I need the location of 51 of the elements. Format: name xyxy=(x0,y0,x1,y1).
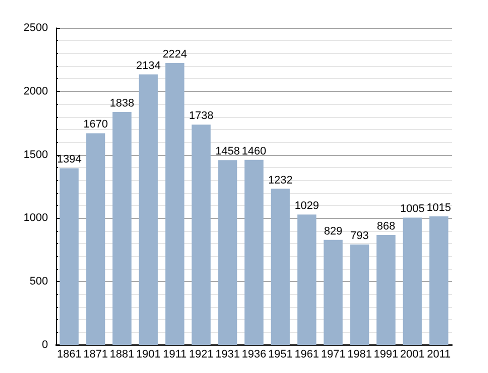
x-tick-label: 2001 xyxy=(400,348,425,360)
y-tick-label: 0 xyxy=(42,339,48,351)
x-tick-label: 1971 xyxy=(320,348,346,360)
bar xyxy=(402,218,422,345)
bar xyxy=(429,216,448,345)
x-tick-label: 1981 xyxy=(347,348,372,360)
data-label: 2134 xyxy=(136,60,161,72)
x-tick-label: 1961 xyxy=(294,348,320,360)
x-tick-label: 1951 xyxy=(268,348,293,360)
bar xyxy=(350,244,370,345)
data-label: 829 xyxy=(324,225,342,238)
y-tick-label: 500 xyxy=(30,276,48,288)
bar xyxy=(165,62,184,345)
x-tick-label: 1921 xyxy=(188,348,214,360)
data-label: 1670 xyxy=(83,118,108,131)
bar xyxy=(324,240,343,345)
x-tick-label: 1936 xyxy=(242,348,266,360)
bar xyxy=(376,234,396,345)
bar xyxy=(192,124,211,345)
bar xyxy=(60,168,79,345)
data-label: 1232 xyxy=(268,174,293,186)
bar xyxy=(138,74,158,345)
x-tick-label: 1931 xyxy=(215,348,240,360)
data-label: 1738 xyxy=(188,110,214,122)
x-tick-label: 1871 xyxy=(83,348,108,360)
y-tick-label: 1500 xyxy=(24,148,48,161)
data-label: 793 xyxy=(350,230,369,242)
y-tick-label: 2500 xyxy=(24,22,48,34)
bar xyxy=(86,133,106,345)
data-label: 868 xyxy=(376,220,396,232)
y-tick-label: 1000 xyxy=(24,212,48,224)
x-tick-label: 1901 xyxy=(136,348,161,360)
x-tick-label: 1881 xyxy=(110,348,134,360)
data-label: 1458 xyxy=(215,146,240,158)
bar xyxy=(218,160,238,345)
data-label: 1005 xyxy=(400,203,425,216)
data-label: 1460 xyxy=(242,145,266,158)
bar xyxy=(297,214,316,345)
data-label: 2224 xyxy=(162,48,188,60)
x-tick-label: 1911 xyxy=(162,348,187,360)
bar xyxy=(112,112,132,345)
y-tick-label: 2000 xyxy=(24,85,48,98)
data-label: 1394 xyxy=(56,154,82,166)
x-tick-label: 2011 xyxy=(426,348,451,360)
data-label: 1015 xyxy=(426,202,452,214)
data-label: 1838 xyxy=(110,97,134,110)
data-label: 1029 xyxy=(294,200,320,212)
x-tick-label: 1861 xyxy=(56,348,82,360)
bar xyxy=(244,160,264,345)
bar xyxy=(270,188,290,345)
x-tick-label: 1991 xyxy=(374,348,398,360)
